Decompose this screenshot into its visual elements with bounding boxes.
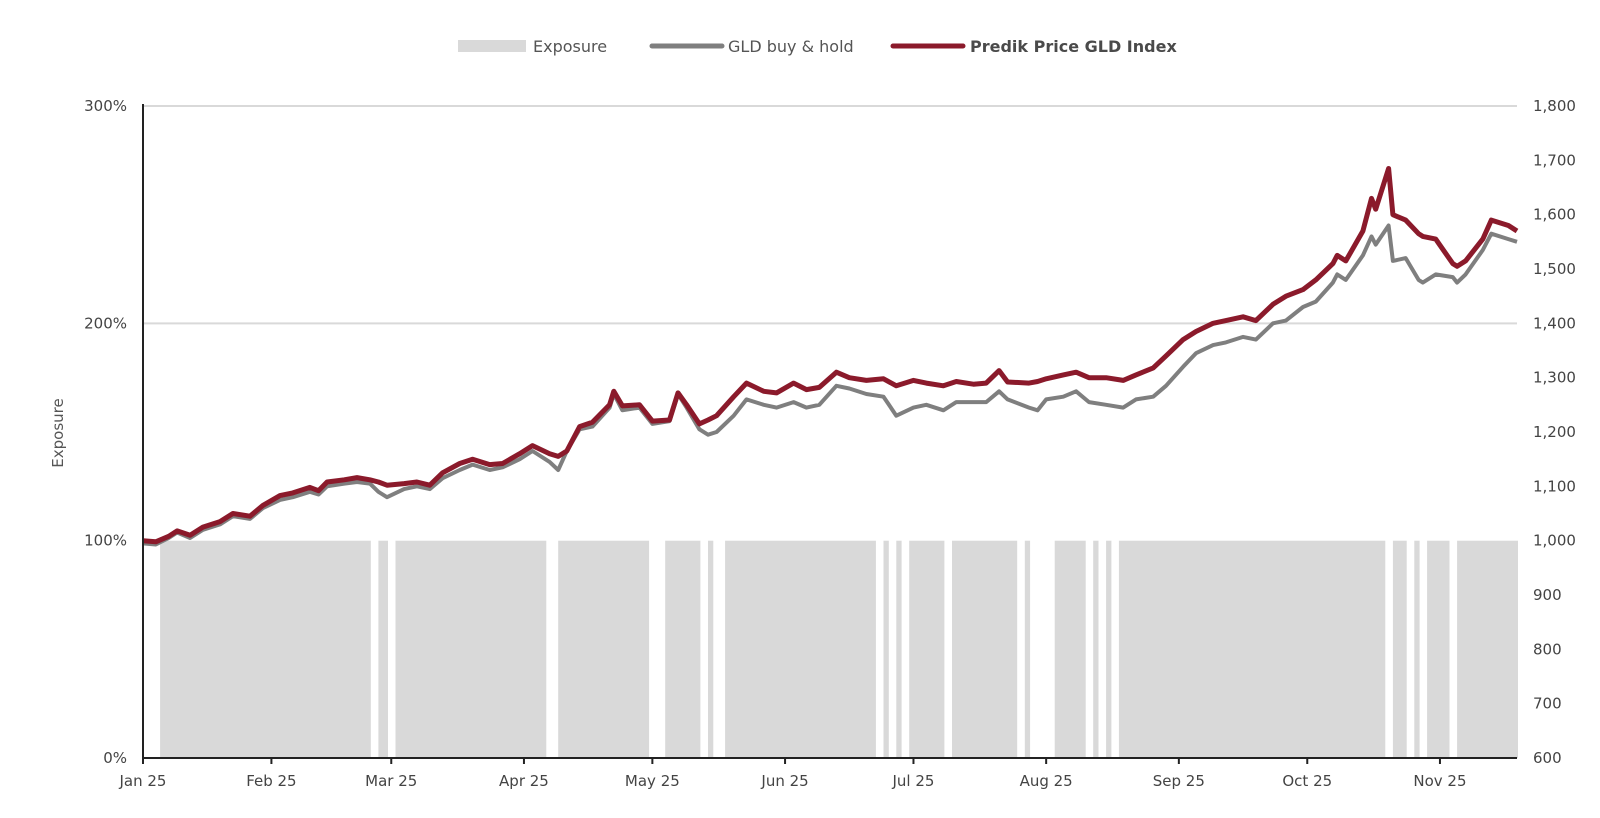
exposure-bar (909, 540, 945, 758)
exposure-bar (1457, 540, 1518, 758)
x-tick-label: Aug 25 (1020, 772, 1073, 790)
exposure-bar (883, 540, 889, 758)
y-right-tick-label: 1,000 (1533, 532, 1576, 550)
legend: Exposure GLD buy & hold Predik Price GLD… (458, 37, 1177, 56)
exposure-bar (1414, 540, 1420, 758)
exposure-bar (395, 540, 547, 758)
exposure-bar (1024, 540, 1031, 758)
exposure-bar (1093, 540, 1099, 758)
y-right-tick-label: 900 (1533, 586, 1562, 604)
x-tick-label: Jun 25 (760, 772, 808, 790)
series-line-predik-index (142, 166, 1519, 545)
y-right-tick-label: 1,700 (1533, 151, 1576, 169)
y-left-tick-label: 200% (84, 314, 127, 332)
exposure-bar (1054, 540, 1086, 758)
y-right-tick-label: 1,600 (1533, 206, 1576, 224)
legend-index-label: Predik Price GLD Index (970, 37, 1177, 56)
exposure-bar (1427, 540, 1450, 758)
x-tick-label: Jul 25 (891, 772, 934, 790)
x-tick-label: Feb 25 (246, 772, 296, 790)
exposure-bar (1392, 540, 1407, 758)
x-tick-label: Mar 25 (365, 772, 417, 790)
exposure-bar (952, 540, 1018, 758)
x-tick-label: Apr 25 (499, 772, 549, 790)
exposure-bar (665, 540, 701, 758)
x-tick-label: Oct 25 (1282, 772, 1332, 790)
y-axis-title: Exposure (49, 398, 67, 467)
x-tick-label: Nov 25 (1413, 772, 1466, 790)
y-right-tick-label: 1,200 (1533, 423, 1576, 441)
exposure-bar (1106, 540, 1112, 758)
legend-exposure-label: Exposure (533, 37, 607, 56)
exposure-bar (708, 540, 714, 758)
y-right-tick-label: 1,500 (1533, 260, 1576, 278)
exposure-bar (1118, 540, 1386, 758)
exposure-bar (160, 540, 371, 758)
y-right-tick-label: 800 (1533, 640, 1562, 658)
y-right-tick-label: 1,800 (1533, 97, 1576, 115)
series-lines (142, 166, 1519, 547)
y-right-tick-label: 1,300 (1533, 369, 1576, 387)
exposure-bar (378, 540, 388, 758)
x-tick-label: Sep 25 (1153, 772, 1205, 790)
exposure-bar (725, 540, 876, 758)
exposure-area (160, 540, 1518, 758)
x-tick-label: Jan 25 (119, 772, 167, 790)
axes: 0% 100% 200% 300% 600 700 800 900 1,000 1,100 1,20… (84, 97, 1576, 790)
series-line-gld-buy-hold (142, 223, 1518, 547)
y-right-tick-label: 1,100 (1533, 477, 1576, 495)
legend-buyhold-label: GLD buy & hold (728, 37, 854, 56)
y-right-tick-label: 700 (1533, 695, 1562, 713)
y-right-tick-label: 1,400 (1533, 314, 1576, 332)
y-left-tick-label: 300% (84, 97, 127, 115)
exposure-bar (896, 540, 902, 758)
x-tick-label: May 25 (625, 772, 680, 790)
exposure-bar (558, 540, 650, 758)
y-left-tick-label: 100% (84, 532, 127, 550)
y-right-tick-label: 600 (1533, 749, 1562, 767)
legend-swatch-exposure (458, 40, 526, 52)
gridlines (143, 105, 1517, 325)
y-left-tick-label: 0% (103, 749, 127, 767)
